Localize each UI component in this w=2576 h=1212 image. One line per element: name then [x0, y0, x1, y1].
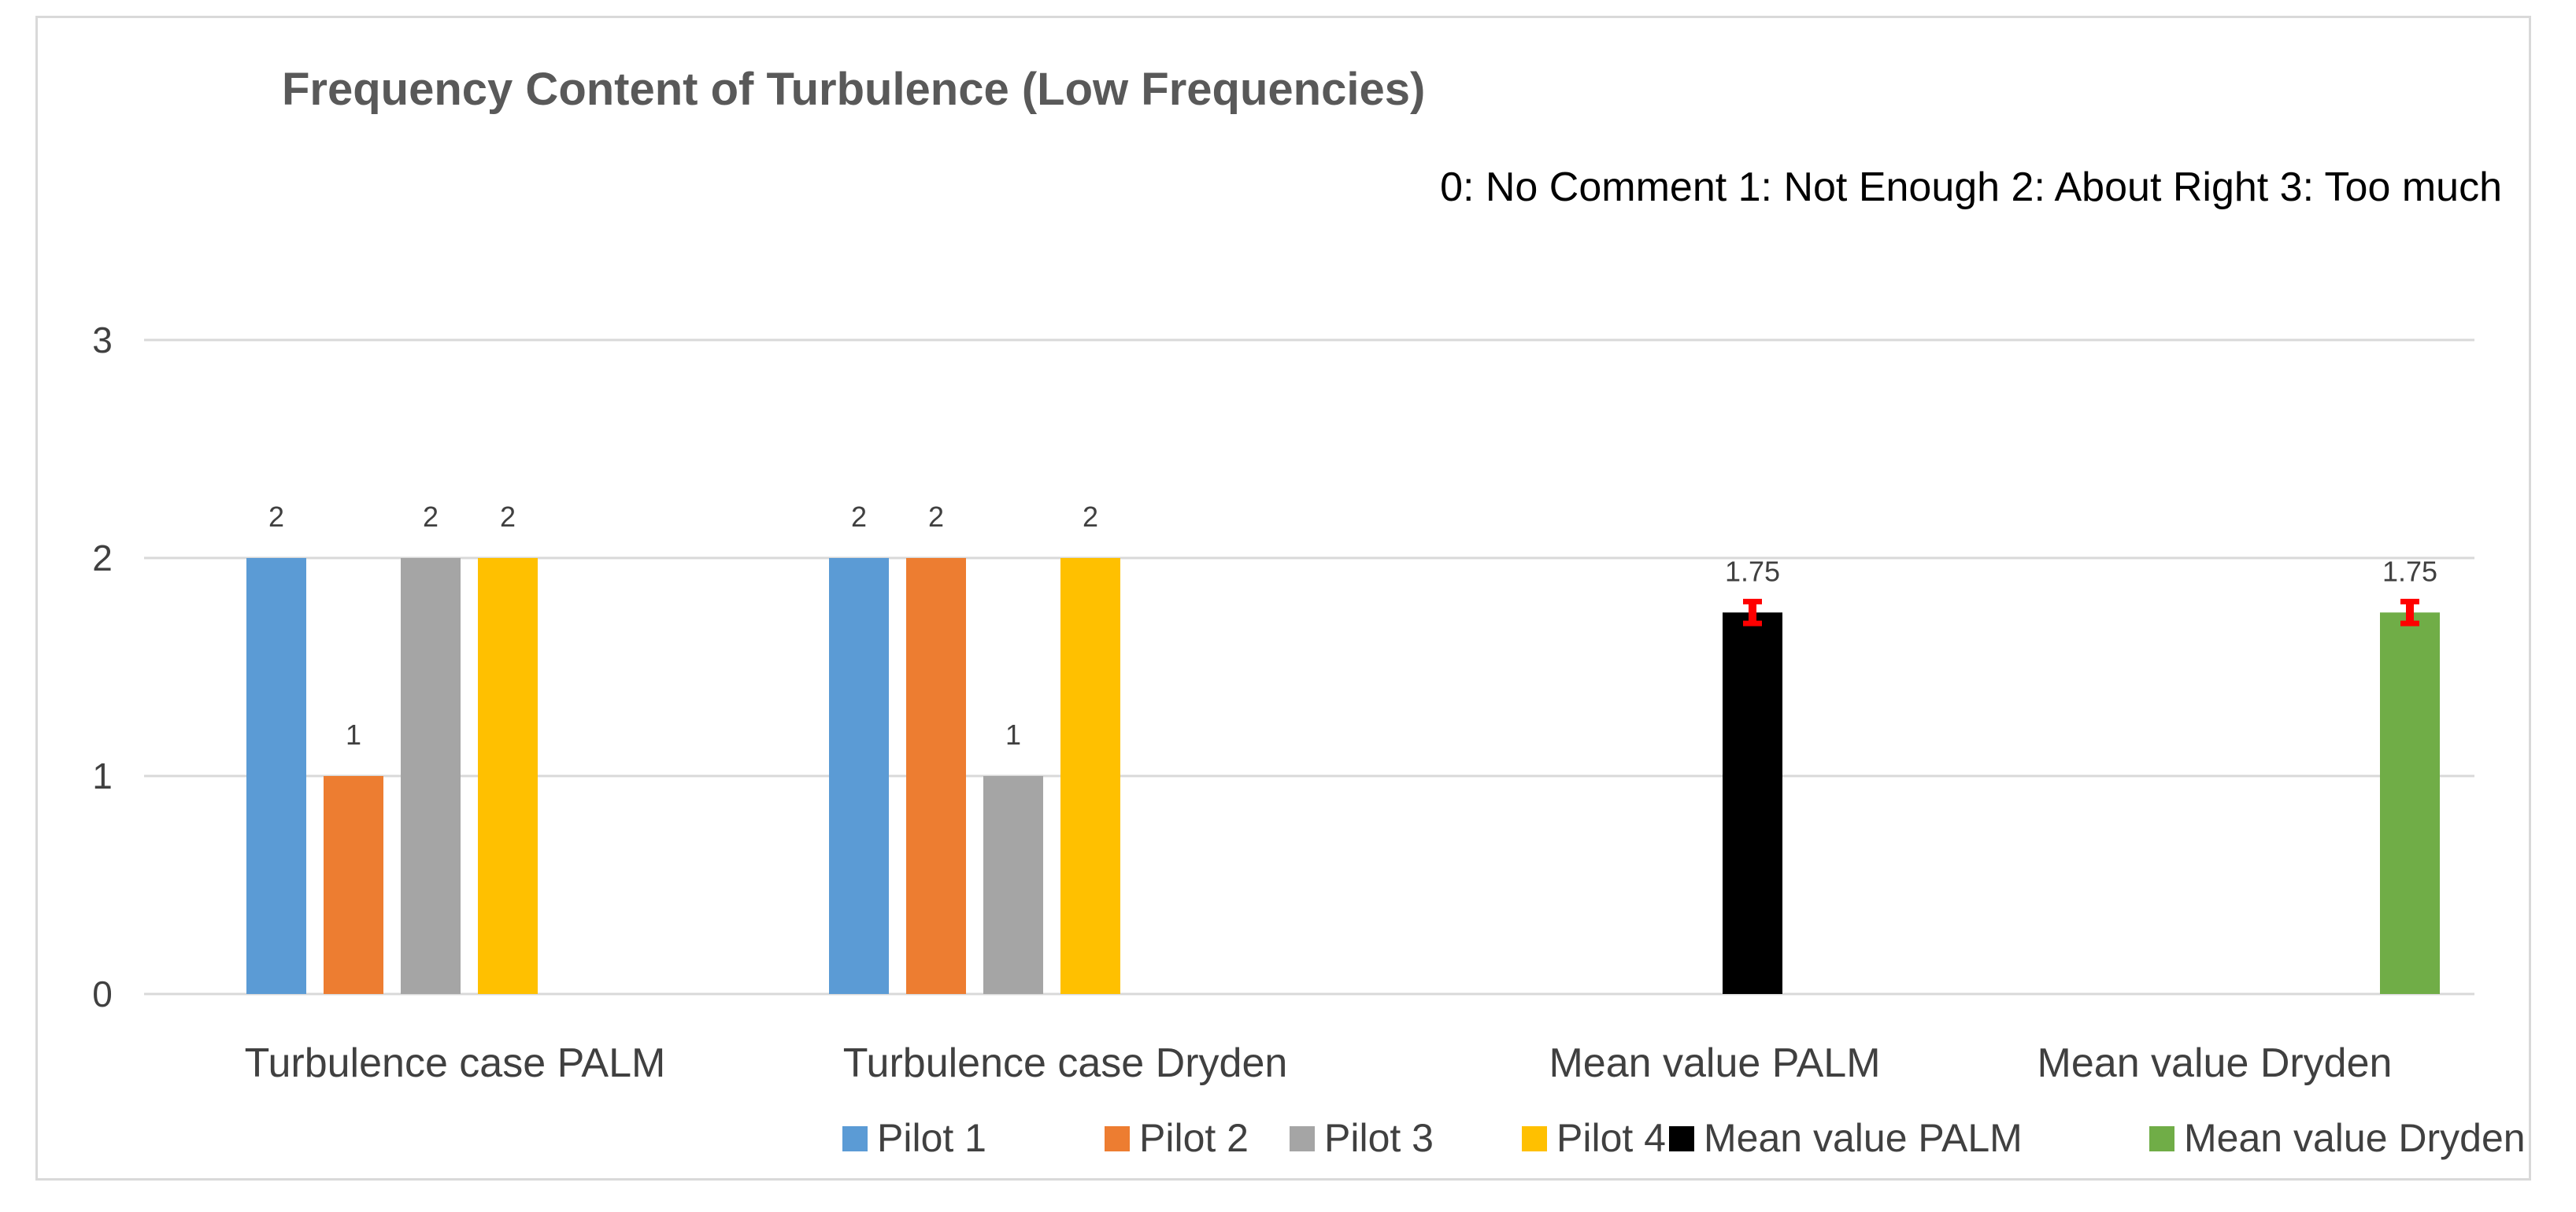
data-label: 2 — [1083, 501, 1098, 533]
legend-item: Pilot 1 — [842, 1116, 986, 1160]
data-label: 2 — [500, 501, 516, 533]
x-category-label: Turbulence case Dryden — [843, 1040, 1288, 1086]
bar-pilot-3 — [401, 558, 461, 994]
legend-swatch — [2149, 1126, 2174, 1151]
chart: Frequency Content of Turbulence (Low Fre… — [92, 64, 2526, 1160]
x-category-label: Turbulence case PALM — [245, 1040, 666, 1086]
x-axis-categories: Turbulence case PALM Turbulence case Dryd… — [245, 1040, 2393, 1086]
y-tick-label: 0 — [92, 974, 113, 1014]
chart-frame: Frequency Content of Turbulence (Low Fre… — [35, 16, 2531, 1181]
y-tick-label: 2 — [92, 538, 113, 578]
chart-subtitle: 0: No Comment 1: Not Enough 2: About Rig… — [1440, 164, 2502, 210]
y-tick-label: 1 — [92, 756, 113, 796]
data-label: 2 — [423, 501, 439, 533]
error-bar — [2400, 598, 2419, 626]
bar-pilot-2 — [906, 558, 966, 994]
bar-pilot-4 — [1060, 558, 1120, 994]
legend-item: Pilot 2 — [1105, 1116, 1249, 1160]
legend-label: Mean value PALM — [1704, 1116, 2023, 1160]
x-category-label: Mean value Dryden — [2037, 1040, 2393, 1086]
data-label: 2 — [268, 501, 284, 533]
y-axis-ticks: 0 1 2 3 — [92, 320, 113, 1014]
legend-swatch — [842, 1126, 868, 1151]
data-label: 1 — [346, 719, 361, 751]
legend-label: Pilot 1 — [877, 1116, 986, 1160]
bar-mean-value-dryden — [2380, 612, 2440, 994]
legend-item: Mean value Dryden — [2149, 1116, 2526, 1160]
legend-label: Mean value Dryden — [2184, 1116, 2526, 1160]
bar-pilot-4 — [478, 558, 538, 994]
legend-swatch — [1105, 1126, 1130, 1151]
bars — [246, 558, 2440, 994]
legend-item: Mean value PALM — [1669, 1116, 2023, 1160]
bar-mean-value-palm — [1723, 612, 1782, 994]
legend-swatch — [1669, 1126, 1694, 1151]
bar-pilot-1 — [246, 558, 306, 994]
chart-title: Frequency Content of Turbulence (Low Fre… — [282, 64, 1425, 115]
bar-pilot-3 — [983, 776, 1043, 994]
legend: Pilot 1 Pilot 2 Pilot 3 Pilot 4 Mean value P… — [842, 1116, 2526, 1160]
legend-item: Pilot 3 — [1290, 1116, 1434, 1160]
legend-label: Pilot 3 — [1324, 1116, 1434, 1160]
data-label: 2 — [851, 501, 867, 533]
data-label: 2 — [928, 501, 944, 533]
bar-pilot-1 — [829, 558, 889, 994]
legend-label: Pilot 4 — [1556, 1116, 1666, 1160]
legend-swatch — [1522, 1126, 1547, 1151]
legend-swatch — [1290, 1126, 1315, 1151]
error-bars — [1743, 598, 2419, 626]
y-tick-label: 3 — [92, 320, 113, 360]
data-label: 1 — [1005, 719, 1021, 751]
bar-pilot-2 — [324, 776, 383, 994]
legend-label: Pilot 2 — [1139, 1116, 1249, 1160]
error-bar — [1743, 598, 1762, 626]
x-category-label: Mean value PALM — [1549, 1040, 1880, 1086]
data-labels: 2 1 2 2 2 2 1 2 1.75 1.75 — [268, 501, 2437, 751]
data-label: 1.75 — [2382, 555, 2437, 587]
data-label: 1.75 — [1725, 555, 1780, 587]
legend-item: Pilot 4 — [1522, 1116, 1666, 1160]
